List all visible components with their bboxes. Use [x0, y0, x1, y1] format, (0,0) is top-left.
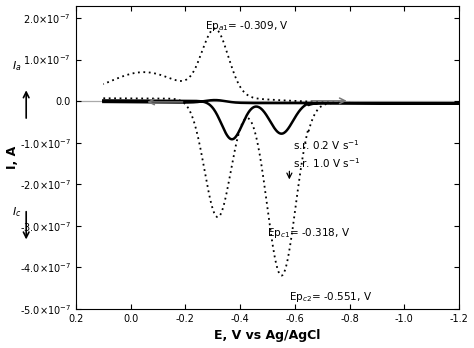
Text: s.r. 0.2 V s$^{-1}$: s.r. 0.2 V s$^{-1}$ — [293, 138, 360, 152]
Text: Ep$_{a1}$= -0.309, V: Ep$_{a1}$= -0.309, V — [205, 18, 288, 33]
Text: I$_c$: I$_c$ — [12, 205, 21, 219]
X-axis label: E, V vs Ag/AgCl: E, V vs Ag/AgCl — [214, 330, 321, 342]
Y-axis label: I, A: I, A — [6, 146, 18, 169]
Text: I$_a$: I$_a$ — [12, 60, 21, 73]
Text: s.r. 1.0 V s$^{-1}$: s.r. 1.0 V s$^{-1}$ — [293, 157, 361, 171]
Text: Ep$_{c2}$= -0.551, V: Ep$_{c2}$= -0.551, V — [290, 290, 373, 304]
Text: Ep$_{c1}$= -0.318, V: Ep$_{c1}$= -0.318, V — [267, 226, 351, 240]
